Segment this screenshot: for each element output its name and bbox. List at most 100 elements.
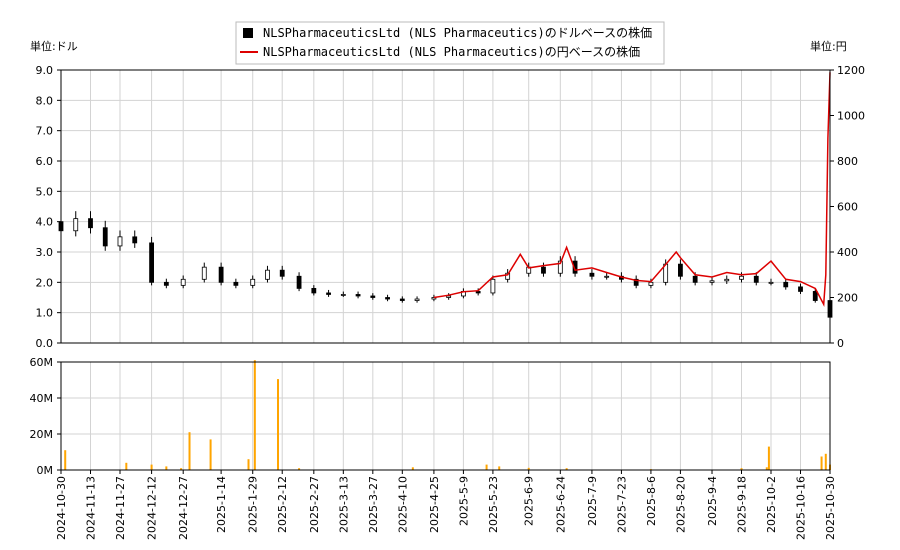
volume-bar bbox=[150, 464, 153, 470]
volume-bar bbox=[247, 459, 250, 470]
x-tick-label: 2025-8-20 bbox=[674, 476, 687, 533]
x-tick-label: 2025-1-29 bbox=[247, 476, 260, 533]
x-tick-label: 2024-11-27 bbox=[114, 476, 127, 540]
volume-bar bbox=[188, 432, 191, 470]
candle-body bbox=[73, 218, 79, 232]
x-tick-label: 2025-6-9 bbox=[523, 476, 536, 526]
x-tick-label: 2025-4-10 bbox=[396, 476, 409, 533]
candle-body bbox=[279, 269, 285, 277]
candle-body bbox=[149, 242, 154, 283]
candle-body bbox=[490, 278, 496, 294]
y-right-tick-label: 1000 bbox=[837, 110, 865, 123]
volume-bar bbox=[125, 462, 128, 470]
candle-body bbox=[692, 275, 698, 283]
volume-tick-label: 20M bbox=[30, 428, 54, 441]
y-right-tick-label: 1200 bbox=[837, 64, 865, 77]
x-tick-label: 2025-10-16 bbox=[795, 476, 808, 540]
legend: NLSPharmaceuticsLtd (NLS Pharmaceutics)の… bbox=[235, 21, 665, 65]
volume-bar bbox=[824, 453, 827, 470]
x-tick-label: 2025-9-4 bbox=[706, 476, 719, 526]
jpy-price-line bbox=[433, 72, 831, 307]
candle-body bbox=[355, 294, 361, 297]
volume-bar bbox=[485, 464, 488, 470]
volume-bar bbox=[165, 466, 168, 470]
candle-body bbox=[311, 287, 317, 294]
x-tick-label: 2024-12-12 bbox=[146, 476, 159, 540]
x-tick-label: 2025-9-18 bbox=[736, 476, 749, 533]
y-right-tick-label: 800 bbox=[837, 155, 858, 168]
x-tick-label: 2025-5-23 bbox=[487, 476, 500, 533]
y-left-tick-label: 9.0 bbox=[36, 64, 54, 77]
volume-bar bbox=[411, 467, 414, 470]
y-left-tick-label: 7.0 bbox=[36, 125, 54, 138]
x-tick-label: 2025-3-27 bbox=[367, 476, 380, 533]
candle-body bbox=[132, 236, 138, 244]
candle-body bbox=[180, 278, 186, 286]
volume-bar bbox=[498, 466, 501, 470]
volume-bar bbox=[64, 450, 67, 470]
left-unit-label: 単位:ドル bbox=[30, 39, 78, 53]
candle-body bbox=[250, 278, 256, 286]
candle-body bbox=[475, 291, 481, 294]
candle-body bbox=[414, 298, 420, 301]
y-left-tick-label: 3.0 bbox=[36, 246, 54, 259]
y-left-tick-label: 8.0 bbox=[36, 94, 54, 107]
volume-bar bbox=[209, 439, 212, 470]
candle-body bbox=[633, 278, 639, 286]
candle-body bbox=[218, 266, 224, 283]
y-left-tick-label: 5.0 bbox=[36, 185, 54, 198]
candle-body bbox=[446, 295, 452, 298]
x-tick-label: 2025-2-12 bbox=[276, 476, 289, 533]
x-tick-label: 2024-12-27 bbox=[177, 476, 190, 540]
x-tick-label: 2024-11-13 bbox=[84, 476, 97, 540]
volume-bar bbox=[820, 456, 823, 470]
volume-bar bbox=[527, 467, 530, 470]
legend-usd-swatch bbox=[243, 28, 253, 38]
candle-body bbox=[370, 295, 376, 298]
legend-jpy-label: NLSPharmaceuticsLtd (NLS Pharmaceutics)の… bbox=[263, 44, 640, 59]
legend-box bbox=[235, 21, 665, 65]
volume-bar bbox=[298, 468, 301, 470]
y-right-tick-label: 400 bbox=[837, 246, 858, 259]
y-left-tick-label: 4.0 bbox=[36, 216, 54, 229]
candle-body bbox=[296, 275, 302, 289]
x-tick-label: 2025-7-23 bbox=[615, 476, 628, 533]
candle-body bbox=[572, 260, 578, 274]
y-left-tick-label: 6.0 bbox=[36, 155, 54, 168]
candle-body bbox=[709, 280, 715, 283]
x-tick-label: 2024-10-30 bbox=[55, 476, 68, 540]
x-tick-label: 2025-10-2 bbox=[765, 476, 778, 533]
y-right-tick-label: 600 bbox=[837, 201, 858, 214]
y-right-tick-label: 200 bbox=[837, 292, 858, 305]
candle-body bbox=[768, 281, 774, 284]
y-left-tick-label: 2.0 bbox=[36, 276, 54, 289]
candle-body bbox=[88, 218, 93, 229]
candle-body bbox=[163, 281, 169, 286]
price-gridlines bbox=[60, 69, 831, 344]
candle-body bbox=[783, 281, 789, 288]
candle-body bbox=[557, 260, 563, 274]
x-tick-label: 2025-10-30 bbox=[824, 476, 837, 540]
volume-bar bbox=[565, 468, 568, 470]
candle-body bbox=[399, 298, 405, 301]
candle-body bbox=[102, 227, 108, 247]
candle-body bbox=[739, 275, 744, 280]
candle-body bbox=[340, 294, 346, 296]
volume-plot-frame bbox=[60, 361, 831, 471]
candle-body bbox=[753, 275, 759, 283]
x-tick-label: 2025-4-25 bbox=[428, 476, 441, 533]
right-unit-label: 単位:円 bbox=[810, 39, 847, 53]
volume-bar bbox=[740, 468, 743, 470]
candle-body bbox=[648, 281, 654, 286]
price-plot-frame bbox=[60, 69, 831, 344]
candle-body bbox=[505, 272, 511, 280]
volume-bars bbox=[64, 360, 831, 470]
volume-bar bbox=[180, 468, 183, 470]
volume-bar bbox=[767, 446, 770, 470]
x-tick-label: 2025-7-9 bbox=[586, 476, 599, 526]
candle-body bbox=[812, 291, 818, 301]
x-tick-label: 2025-8-6 bbox=[645, 476, 658, 526]
y-right-tick-label: 0 bbox=[837, 337, 844, 350]
x-tick-label: 2025-1-14 bbox=[215, 476, 228, 533]
